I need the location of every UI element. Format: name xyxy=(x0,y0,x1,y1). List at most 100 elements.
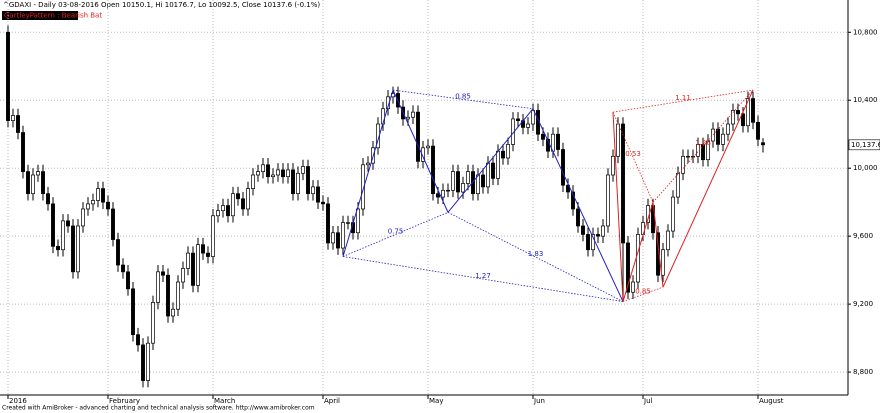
chart-title: ^GDAXI - Daily 03-08-2016 Open 10150.1, … xyxy=(3,1,320,9)
candle-body xyxy=(621,123,625,244)
candle-body xyxy=(441,189,445,198)
candle-body xyxy=(56,245,60,251)
y-tick-label: 10,800 xyxy=(853,28,878,36)
pattern-ratio: 1.83 xyxy=(528,250,544,258)
candle-body xyxy=(86,203,90,210)
candle-body xyxy=(36,171,40,176)
candle-body xyxy=(81,208,85,227)
candle-body xyxy=(626,242,630,293)
candle-body xyxy=(186,252,190,269)
candle-body xyxy=(156,271,160,303)
candle-body xyxy=(681,155,685,174)
candle-body xyxy=(606,174,610,227)
pattern-ratio: 0.85 xyxy=(635,287,651,295)
last-price-label: 10,137.6 xyxy=(851,141,880,149)
pattern-ratio-line xyxy=(342,211,449,257)
last-price-box xyxy=(848,139,880,151)
candle-body xyxy=(496,150,500,179)
candle-body xyxy=(121,264,125,273)
candle-body xyxy=(336,232,340,249)
candle-body xyxy=(416,111,420,162)
candle-body xyxy=(66,220,70,227)
candle-body xyxy=(146,342,150,381)
candle-body xyxy=(526,123,530,128)
candle-body xyxy=(71,225,75,273)
candle-body xyxy=(151,302,155,344)
candle-body xyxy=(531,110,535,125)
candle-body xyxy=(191,252,195,286)
pattern-leg xyxy=(392,89,449,213)
candle-body xyxy=(11,115,15,121)
candle-body xyxy=(91,200,95,205)
candle-body xyxy=(166,274,170,317)
candle-body xyxy=(231,193,235,217)
y-tick-label: 10,000 xyxy=(853,164,878,172)
candle-body xyxy=(701,144,705,161)
candle-body xyxy=(16,115,20,133)
pattern-leg xyxy=(622,202,654,302)
candle-body xyxy=(316,186,320,203)
candle-body xyxy=(141,344,145,381)
x-tick-label: April xyxy=(324,397,340,405)
candle-body xyxy=(451,171,455,191)
candle-body xyxy=(256,171,260,176)
candle-body xyxy=(446,189,450,192)
pattern-leg xyxy=(662,89,754,288)
x-tick-label: Jun xyxy=(533,397,545,405)
candle-body xyxy=(611,155,615,176)
y-tick-label: 8,800 xyxy=(853,368,873,376)
candle-body xyxy=(346,222,350,224)
candle-body xyxy=(506,144,510,159)
pattern-ratio: 0.75 xyxy=(388,227,404,235)
candle-body xyxy=(331,232,335,244)
candle-body xyxy=(481,174,485,188)
pattern-ratio-line xyxy=(342,256,624,302)
candle-body xyxy=(241,198,245,210)
candle-body xyxy=(261,164,265,172)
candle-body xyxy=(671,196,675,232)
pattern-ratio-line xyxy=(652,89,754,203)
candle-body xyxy=(96,188,100,201)
candle-body xyxy=(431,145,435,195)
candle-body xyxy=(676,172,680,198)
pattern-leg xyxy=(342,89,394,257)
candle-body xyxy=(131,288,135,336)
pattern-leg xyxy=(652,202,664,288)
candle-body xyxy=(356,208,360,234)
candle-body xyxy=(136,334,140,346)
candle-body xyxy=(341,222,345,249)
candle-body xyxy=(361,164,365,210)
candle-body xyxy=(161,271,165,276)
candle-body xyxy=(246,188,250,210)
candle-body xyxy=(301,166,305,174)
candle-body xyxy=(51,203,55,247)
candle-body xyxy=(486,162,490,188)
x-tick-label: February xyxy=(109,397,140,405)
candle-body xyxy=(176,281,180,310)
x-tick-label: August xyxy=(759,397,784,405)
candle-body xyxy=(266,164,270,178)
candle-body xyxy=(366,162,370,166)
candle-body xyxy=(26,171,30,195)
candle-body xyxy=(461,183,465,193)
y-tick-label: 9,200 xyxy=(853,300,873,308)
candle-body xyxy=(516,118,520,121)
candle-body xyxy=(586,234,590,251)
pattern-ratio: 0.85 xyxy=(455,92,471,100)
candle-body xyxy=(596,234,600,237)
x-tick-label: 2016 xyxy=(9,397,27,405)
candle-body xyxy=(751,98,755,123)
candle-body xyxy=(721,133,725,145)
candle-body xyxy=(221,205,225,212)
pattern-leg xyxy=(532,108,624,302)
candle-body xyxy=(581,225,585,235)
candle-body xyxy=(411,111,415,118)
y-tick-label: 9,600 xyxy=(853,232,873,240)
candle-body xyxy=(326,203,330,244)
candle-body xyxy=(46,193,50,205)
candle-body xyxy=(76,225,80,273)
candle-body xyxy=(736,110,740,115)
candle-body xyxy=(636,234,640,283)
x-tick-label: Jul xyxy=(643,397,653,405)
